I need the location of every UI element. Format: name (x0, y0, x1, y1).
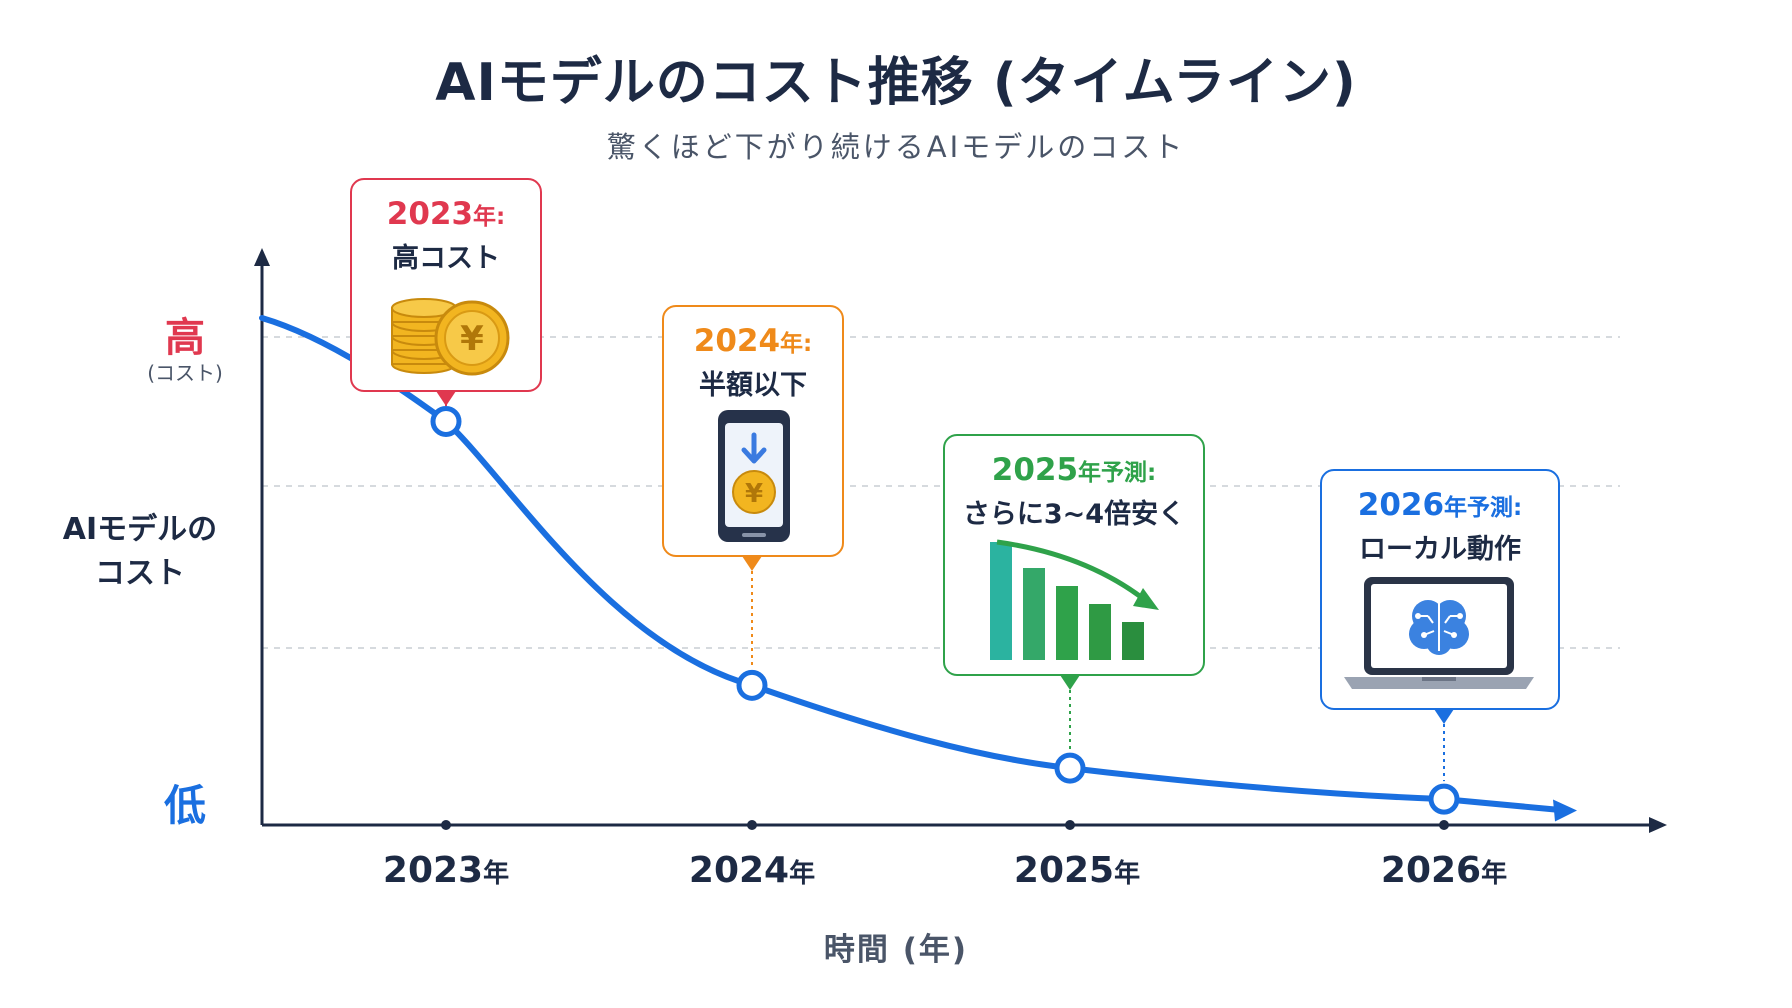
y-label-low: 低 (163, 781, 206, 830)
laptop-brain-icon (1344, 577, 1534, 689)
x-axis-arrow (1649, 817, 1667, 833)
x-tick-2023 (441, 820, 451, 830)
x-tick-2024 (747, 820, 757, 830)
y-axis-arrow (254, 248, 270, 266)
callout-pointer-2026 (1434, 709, 1454, 724)
callout-2024: 2024年: 半額以下 ¥ (662, 305, 844, 557)
callout-2026-year: 2026年予測: (1357, 487, 1523, 523)
x-tick-label-2026: 2026年 (1380, 850, 1508, 891)
y-axis-title-line2: コスト (95, 556, 185, 591)
callout-2024-year: 2024年: (693, 323, 813, 359)
callout-2026: 2026年予測: ローカル動作 (1320, 469, 1560, 710)
cost-curve-arrow (1553, 799, 1577, 822)
coin-stack-icon: ¥ (391, 298, 510, 376)
cost-curve-line (259, 315, 1558, 813)
y-axis-title: AIモデルの コスト (40, 508, 240, 596)
callout-2023: 2023年: 高コスト ¥ (350, 178, 542, 392)
callout-pointer-2023 (436, 391, 456, 406)
callout-pointer-2025 (1060, 675, 1080, 690)
callout-2025-text: さらに3~4倍安く (962, 499, 1186, 530)
data-point-2024 (736, 669, 768, 701)
callout-2025: 2025年予測: さらに3~4倍安く (943, 434, 1205, 676)
callout-pointer-2024 (742, 556, 762, 571)
data-point-2023 (430, 405, 462, 437)
callout-2024-text: 半額以下 (699, 370, 807, 401)
y-label-high-sub: (コスト) (147, 361, 223, 385)
callout-2025-year: 2025年予測: (991, 452, 1157, 488)
x-tick-label-2024: 2024年 (688, 850, 816, 891)
bar-decline-icon (990, 539, 1159, 660)
chart-subtitle: 驚くほど下がり続けるAIモデルのコスト (606, 130, 1186, 164)
data-point-2026 (1428, 783, 1460, 815)
chart-title: AIモデルのコスト推移 (タイムライン) (435, 53, 1357, 113)
x-tick-label-2023: 2023年 (382, 850, 510, 891)
svg-text:¥: ¥ (460, 319, 484, 359)
x-tick-2026 (1439, 820, 1449, 830)
x-tick-2025 (1065, 820, 1075, 830)
y-axis-title-line1: AIモデルの (62, 512, 218, 547)
smartphone-coin-icon: ¥ (718, 410, 790, 542)
callout-2023-text: 高コスト (392, 243, 500, 274)
x-axis-title: 時間 (年) (823, 932, 969, 968)
y-label-high: 高 (165, 315, 205, 361)
data-point-2025 (1054, 752, 1086, 784)
callout-2026-text: ローカル動作 (1359, 534, 1521, 565)
callout-2023-year: 2023年: (386, 196, 506, 232)
x-tick-label-2025: 2025年 (1013, 850, 1141, 891)
svg-text:¥: ¥ (745, 479, 763, 509)
